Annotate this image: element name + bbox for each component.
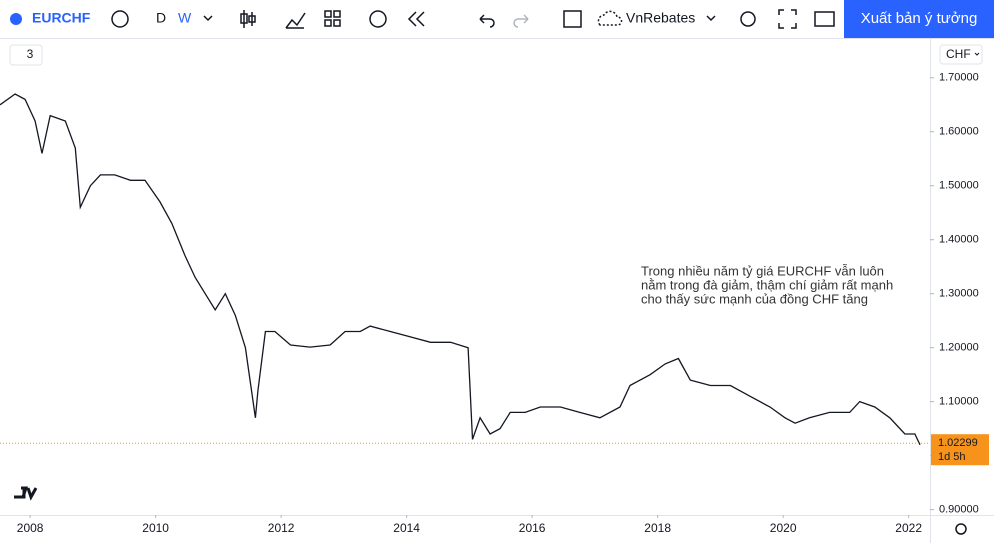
- add-symbol[interactable]: [111, 10, 129, 28]
- currency-menu[interactable]: [974, 52, 980, 56]
- annotation: nằm trong đà giảm, thậm chí giảm rất mạn…: [641, 277, 893, 292]
- redo[interactable]: [513, 14, 529, 28]
- x-tick-label: 2010: [142, 521, 169, 535]
- last-price-badge: [931, 434, 989, 466]
- replay[interactable]: [407, 11, 425, 27]
- template-menu[interactable]: [706, 15, 716, 22]
- layout-badge[interactable]: [9, 44, 43, 66]
- settings[interactable]: [740, 11, 756, 27]
- countdown: 1d 5h: [938, 451, 966, 463]
- y-tick-label: 0.90000: [939, 504, 979, 516]
- y-tick-label: 1.60000: [939, 126, 979, 138]
- price-line: [0, 93, 921, 446]
- y-tick-label: 1.70000: [939, 72, 979, 84]
- y-tick-label: 1.10000: [939, 396, 979, 408]
- x-tick-label: 2020: [770, 521, 797, 535]
- cloud[interactable]: [597, 10, 623, 26]
- currency-badge[interactable]: [939, 44, 983, 65]
- x-tick-label: 2014: [393, 521, 420, 535]
- y-tick-label: 1.30000: [939, 288, 979, 300]
- publish-label[interactable]: Xuất bản ý tưởng: [861, 10, 978, 27]
- alert[interactable]: [369, 10, 387, 28]
- last-price-label: 1.02299: [938, 437, 978, 449]
- x-tick-label: 2008: [17, 521, 44, 535]
- y-tick-label: 1.50000: [939, 180, 979, 192]
- indicators[interactable]: [285, 12, 306, 29]
- fullscreen[interactable]: [778, 9, 797, 29]
- interval-d[interactable]: D: [156, 10, 166, 26]
- fullscreen-layout[interactable]: [563, 10, 582, 28]
- x-tick-label: 2022: [895, 521, 922, 535]
- template-name[interactable]: VnRebates: [626, 10, 695, 26]
- toolbar: EURCHF D W VnRebates Xuất bản ý tưởng: [0, 0, 994, 39]
- tv-logo: [14, 486, 38, 501]
- interval-menu[interactable]: [203, 15, 213, 22]
- undo[interactable]: [479, 14, 495, 28]
- x-tick-label: 2016: [519, 521, 546, 535]
- y-tick-label: 1.40000: [939, 234, 979, 246]
- axis-settings[interactable]: [955, 523, 967, 535]
- publish-button[interactable]: [844, 0, 994, 38]
- y-tick-label: 1.20000: [939, 342, 979, 354]
- annotation: Trong nhiều năm tỷ giá EURCHF vẫn luôn: [641, 263, 884, 278]
- annotation: cho thấy sức mạnh của đồng CHF tăng: [641, 291, 868, 306]
- currency[interactable]: CHF: [946, 47, 971, 61]
- x-tick-label: 2012: [268, 521, 295, 535]
- interval-w[interactable]: W: [178, 10, 192, 26]
- templates[interactable]: [324, 10, 341, 27]
- symbol[interactable]: EURCHF: [32, 10, 91, 26]
- x-tick-label: 2018: [644, 521, 671, 535]
- chart-type[interactable]: [240, 10, 256, 28]
- symbol-logo: [10, 13, 22, 25]
- layout-count[interactable]: 3: [27, 47, 34, 61]
- snapshot[interactable]: [814, 11, 835, 27]
